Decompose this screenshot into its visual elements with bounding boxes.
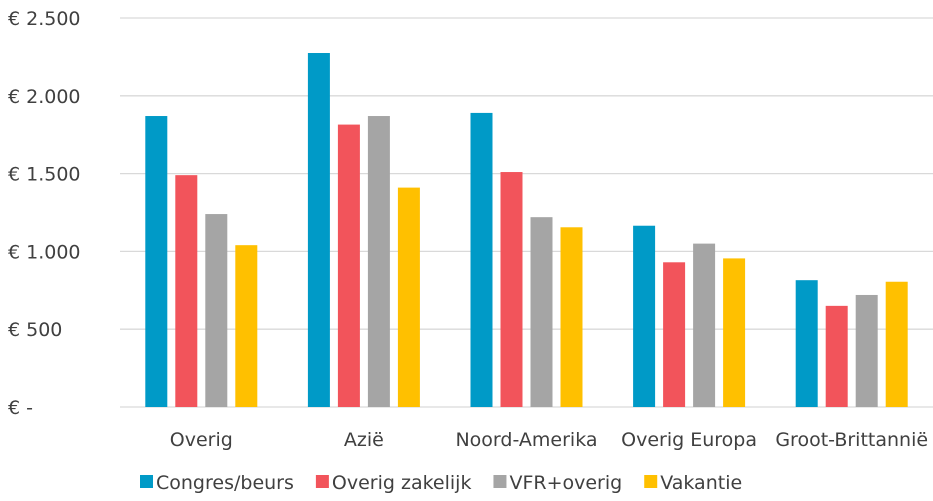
legend-label: Vakantie [660,472,742,494]
y-tick-label: € 1.000 [8,241,81,263]
bar-overig-zakelijk-2 [500,172,523,407]
y-axis-ticks: € - € 500 € 1.000 € 1.500 € 2.000 € 2.500 [8,8,81,419]
legend: Congres/beurs Overig zakelijk VFR+overig Va… [140,472,742,494]
legend-swatch [140,475,153,488]
bar-congres-beurs-0 [145,116,168,407]
bar-vakantie-1 [397,187,420,407]
legend-swatch [315,475,329,488]
y-tick-label: € 2.500 [8,8,81,30]
x-axis-labels: Overig Azië Noord-Amerika Overig Europa Groo… [170,429,928,451]
y-tick-label: € - [8,397,33,419]
legend-swatch [493,475,507,488]
bar-congres-beurs-4 [795,280,818,407]
legend-label: Congres/beurs [156,472,294,494]
bar-overig-zakelijk-0 [175,175,198,407]
y-tick-label: € 500 [8,319,62,341]
bar-overig-zakelijk-3 [663,262,686,407]
bar-vakantie-2 [560,227,583,407]
x-category-label: Overig Europa [621,429,757,451]
bar-overig-zakelijk-4 [825,305,848,407]
bar-overig-zakelijk-1 [337,124,360,407]
bar-vakantie-4 [885,281,908,407]
y-tick-label: € 1.500 [8,164,81,186]
bar-congres-beurs-3 [633,225,656,407]
bar-vfr-overig-0 [205,214,228,407]
x-category-label: Noord-Amerika [455,429,597,451]
bar-vakantie-3 [723,258,746,407]
x-category-label: Azië [344,429,384,451]
legend-label: VFR+overig [509,472,622,494]
x-category-label: Groot-Brittannië [775,429,928,451]
legend-swatch [644,475,658,488]
bar-vfr-overig-1 [367,116,390,407]
bar-vakantie-0 [235,245,258,407]
y-tick-label: € 2.000 [8,86,81,108]
x-category-label: Overig [170,429,233,451]
legend-label: Overig zakelijk [332,472,472,494]
bars [145,53,908,407]
bar-vfr-overig-4 [855,294,878,407]
bar-vfr-overig-3 [693,243,716,407]
bar-congres-beurs-1 [307,53,330,407]
bar-congres-beurs-2 [470,112,493,407]
bar-vfr-overig-2 [530,217,553,407]
